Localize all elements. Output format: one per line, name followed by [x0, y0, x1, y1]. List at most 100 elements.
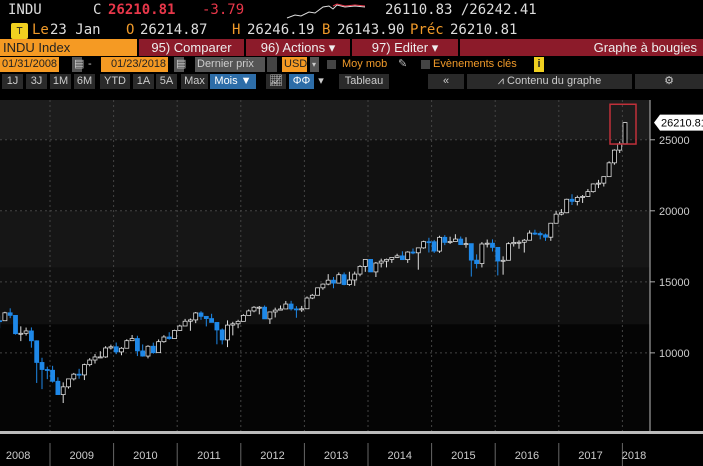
candle-body	[463, 243, 469, 246]
chart-content-label: Contenu du graphe	[507, 75, 602, 87]
chart-content-button[interactable]: ⩘ Contenu du graphe	[467, 74, 632, 89]
period-1j[interactable]: 1J	[2, 74, 23, 89]
candle-body	[267, 311, 273, 320]
candle-body	[341, 274, 347, 285]
actions-menu[interactable]: 96) Actions ▾	[246, 39, 350, 56]
index-field[interactable]: INDU Index	[0, 39, 137, 56]
candle-body	[50, 369, 55, 382]
x-tick-label: 2009	[70, 450, 94, 462]
period-5a[interactable]: 5A	[156, 74, 177, 89]
candle-body	[468, 243, 474, 261]
candle-body	[331, 279, 336, 284]
compare-button[interactable]: 95) Comparer	[139, 39, 244, 56]
candle-body	[548, 222, 554, 238]
end-calendar-icon[interactable]: ▤	[174, 57, 187, 72]
price-field-dropdown[interactable]	[267, 57, 277, 72]
candle-body	[182, 320, 188, 327]
close-label: C	[93, 2, 102, 18]
candle-body	[532, 232, 538, 235]
edit-menu[interactable]: 97) Editer ▾	[352, 39, 458, 56]
candle-body	[7, 312, 13, 316]
options-bar: 01/31/2008 ▤ - 01/23/2018 ▤ Dernier prix…	[0, 57, 703, 73]
candle-body	[452, 238, 458, 242]
y-tick-label: 25000	[659, 135, 690, 147]
candle-body	[537, 233, 543, 236]
collapse-button[interactable]: «	[428, 74, 464, 89]
candle-body	[13, 314, 18, 335]
open-value: 26214.87	[140, 22, 208, 38]
chart-type-label[interactable]: Graphe à bougies	[460, 39, 703, 56]
candle-body	[569, 198, 575, 202]
candle-body	[225, 324, 230, 341]
candle-body	[187, 319, 193, 322]
open-label: O	[126, 22, 135, 38]
candle-body	[55, 380, 61, 395]
background-band	[0, 324, 650, 431]
start-calendar-icon[interactable]: ▤	[72, 57, 85, 72]
x-tick-label: 2010	[133, 450, 157, 462]
prev-value: 26210.81	[450, 22, 518, 38]
period-6m[interactable]: 6M	[74, 74, 95, 89]
candle-body	[442, 236, 448, 243]
candle-body	[134, 338, 140, 352]
currency-select[interactable]: USD	[282, 57, 308, 72]
candle-body	[346, 279, 352, 285]
candle-body	[103, 347, 108, 358]
candle-body	[580, 196, 585, 198]
period-1m[interactable]: 1M	[50, 74, 71, 89]
candle-body	[172, 330, 177, 339]
candle-body	[60, 386, 66, 395]
end-date-input[interactable]: 01/23/2018	[101, 57, 169, 72]
candle-body	[601, 176, 607, 184]
candle-body	[166, 336, 172, 339]
period-1a[interactable]: 1A	[133, 74, 154, 89]
candle-body	[44, 369, 50, 371]
last-price-label: 26210.81	[661, 118, 703, 130]
period-ytd[interactable]: YTD	[100, 74, 130, 89]
last-price-tag	[654, 114, 703, 131]
price-field-select[interactable]: Dernier prix	[195, 57, 265, 72]
x-tick-label: 2017	[578, 450, 602, 462]
x-tick-label: 2012	[260, 450, 284, 462]
candle-body	[527, 232, 532, 241]
candlestick-chart[interactable]: 10000 15000 20000 25000 2008 2009 2010 2011 2012…	[0, 91, 703, 466]
period-max[interactable]: Max	[181, 74, 208, 89]
candle-body	[458, 238, 464, 246]
candle-body	[484, 242, 490, 245]
candle-body	[315, 287, 321, 296]
market-status-icon[interactable]: ⊤	[11, 23, 28, 39]
edit-label: 97) Editer	[371, 40, 429, 55]
chart-style-dropdown[interactable]: ▾	[318, 75, 324, 87]
candle-body	[2, 312, 8, 322]
candle-body	[309, 294, 315, 299]
candle-body	[384, 258, 389, 262]
quote-date: 23 Jan	[50, 22, 101, 38]
candle-body	[596, 182, 601, 185]
low-label: B	[322, 22, 331, 38]
candle-chart-icon[interactable]: ΦΦ	[289, 74, 314, 89]
pencil-icon[interactable]: ✎	[398, 58, 408, 70]
events-checkbox[interactable]	[421, 60, 430, 69]
candle-body	[590, 183, 596, 193]
candle-body	[76, 373, 82, 376]
candle-body	[34, 340, 40, 363]
quote-line-1: INDU C 26210.81 -3.79 26110.83 /26242.41	[0, 2, 703, 22]
candle-body	[198, 312, 204, 317]
moving-avg-checkbox[interactable]	[327, 60, 336, 69]
candle-body	[543, 234, 548, 238]
settings-gear-icon[interactable]: ⚙	[635, 74, 703, 89]
info-icon[interactable]: i	[534, 57, 544, 72]
last-price: 26210.81	[108, 2, 176, 18]
table-button[interactable]: Tableau	[339, 74, 389, 89]
candle-body	[320, 283, 326, 289]
period-3j[interactable]: 3J	[26, 74, 47, 89]
candle-body	[405, 251, 411, 261]
highlight-box	[609, 103, 637, 145]
interval-select[interactable]: Mois ▼	[210, 74, 256, 89]
candle-body	[437, 236, 442, 252]
line-chart-icon[interactable]: 📈︎	[266, 74, 286, 89]
candle-body	[564, 198, 570, 214]
start-date-input[interactable]: 01/31/2008	[0, 57, 60, 72]
currency-dropdown[interactable]: ▾	[310, 57, 319, 72]
prev-label: Préc	[410, 22, 444, 38]
